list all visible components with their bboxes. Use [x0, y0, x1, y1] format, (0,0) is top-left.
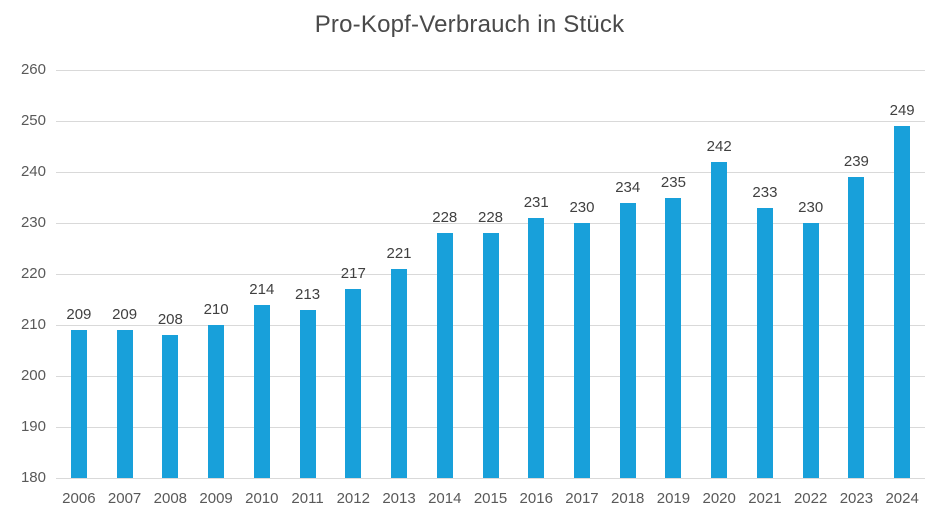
y-axis-tick-label: 230 [20, 214, 46, 231]
bar-value-label: 242 [706, 137, 732, 155]
bar [299, 309, 316, 478]
bar [894, 126, 911, 478]
bar-value-label: 239 [843, 153, 869, 171]
bar [665, 197, 682, 478]
y-axis-tick-label: 180 [20, 469, 46, 486]
x-axis-tick-label: 2022 [793, 490, 828, 507]
bar-value-label: 235 [660, 173, 686, 191]
x-axis-tick-label: 2008 [153, 490, 188, 507]
bar [756, 207, 773, 478]
bar-value-label: 228 [432, 209, 458, 227]
bar-value-label: 210 [203, 301, 229, 318]
x-axis-tick-label: 2018 [611, 490, 645, 507]
chart-title: Pro-Kopf-Verbrauch in Stück [314, 11, 625, 38]
bar [70, 330, 87, 478]
bar [619, 202, 636, 478]
bar-value-label: 209 [66, 306, 92, 324]
bar-value-label: 221 [386, 244, 412, 262]
y-axis-tick-label: 220 [20, 265, 46, 282]
y-gridline [56, 172, 925, 173]
bar-value-label: 230 [569, 199, 595, 216]
bar [436, 233, 453, 478]
y-axis-tick-label: 210 [20, 316, 46, 333]
y-axis-tick-label: 250 [20, 112, 46, 129]
bar [528, 217, 545, 478]
x-axis-tick-label: 2014 [428, 490, 462, 507]
x-axis-tick-label: 2024 [885, 490, 919, 507]
bar-value-label: 213 [295, 285, 321, 303]
x-axis-tick-label: 2007 [107, 490, 142, 507]
x-axis-tick-label: 2015 [473, 490, 508, 507]
x-axis-tick-label: 2020 [702, 490, 736, 507]
bar [162, 335, 179, 478]
bar [345, 289, 362, 478]
bar-value-label: 208 [157, 311, 183, 329]
y-gridline [56, 478, 925, 479]
bar [573, 223, 590, 478]
bar [711, 161, 728, 478]
bar-value-label: 209 [112, 306, 138, 324]
bar-value-label: 217 [340, 265, 366, 283]
bar-value-label: 230 [798, 199, 824, 216]
y-gridline [56, 70, 925, 71]
x-axis-tick-label: 2011 [291, 490, 324, 507]
bar [208, 325, 225, 478]
x-axis-tick-label: 2017 [565, 490, 599, 507]
x-axis-tick-label: 2010 [245, 490, 279, 507]
bar [848, 177, 865, 478]
bar [253, 304, 270, 478]
bar-value-label: 234 [615, 178, 641, 196]
bar-value-label: 233 [752, 183, 778, 201]
bar [802, 223, 819, 478]
x-axis-tick-label: 2021 [748, 490, 782, 507]
bar [482, 233, 499, 478]
bar [116, 330, 133, 478]
bar-value-label: 228 [477, 209, 504, 227]
y-gridline [56, 223, 925, 224]
y-axis-tick-label: 240 [20, 163, 46, 180]
x-axis-tick-label: 2012 [336, 490, 370, 507]
y-gridline [56, 121, 925, 122]
y-axis-tick-label: 190 [20, 418, 46, 435]
bar-value-label: 214 [249, 280, 275, 298]
x-axis-tick-label: 2013 [382, 490, 416, 507]
y-axis-tick-label: 260 [20, 61, 46, 78]
y-axis-tick-label: 200 [20, 367, 46, 384]
bar-value-label: 231 [523, 193, 549, 211]
x-axis-tick-label: 2009 [199, 490, 233, 507]
x-axis-tick-label: 2006 [62, 490, 96, 507]
x-axis-tick-label: 2019 [656, 490, 691, 507]
plot-area: 209 209 208 210 214 213 217 221 228 228 231 230 234 2… [56, 70, 925, 479]
bar-value-label: 249 [889, 102, 915, 120]
bar [391, 268, 408, 478]
x-axis-tick-label: 2023 [839, 490, 874, 507]
x-axis-tick-label: 2016 [519, 490, 553, 507]
